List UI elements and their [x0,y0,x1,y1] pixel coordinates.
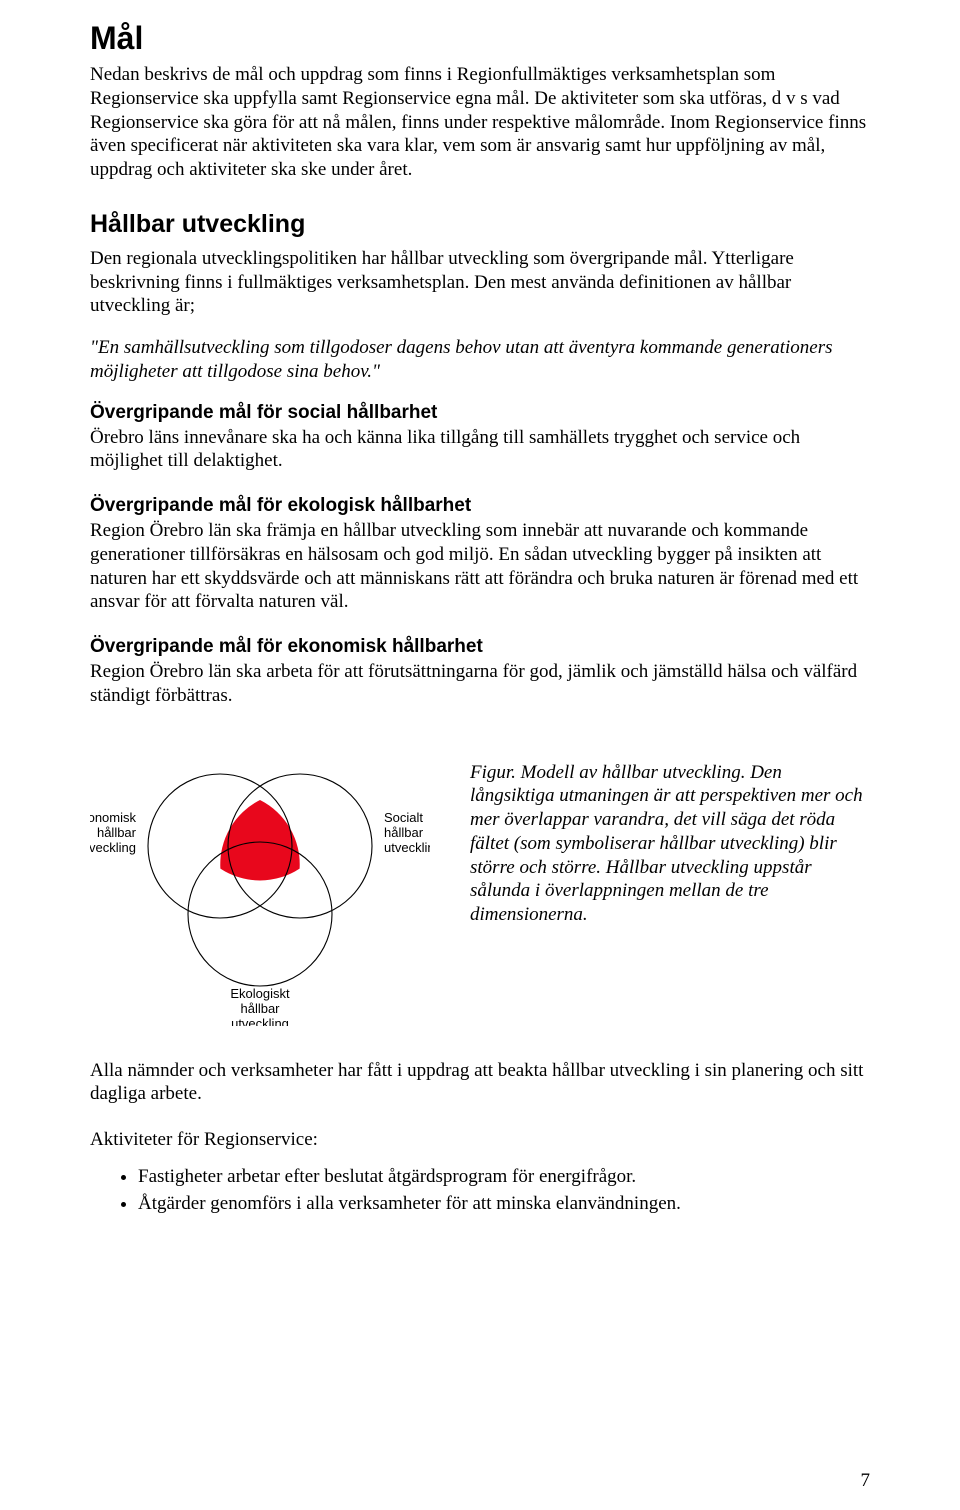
venn-label-bottom-2: hållbar [240,1001,280,1016]
list-item: Fastigheter arbetar efter beslutat åtgär… [138,1164,870,1190]
intro-paragraph: Nedan beskrivs de mål och uppdrag som fi… [90,63,870,182]
ekologisk-body: Region Örebro län ska främja en hållbar … [90,519,870,614]
venn-center-region [220,800,299,880]
venn-label-right-1: Socialt [384,810,423,825]
venn-label-left-2: hållbar [97,825,137,840]
figure-caption: Figur. Modell av hållbar utveckling. Den… [470,736,870,927]
social-body: Örebro läns innevånare ska ha och känna … [90,426,870,474]
venn-label-right-2: hållbar [384,825,424,840]
page-number: 7 [861,1470,871,1492]
subheading-social: Övergripande mål för social hållbarhet [90,402,870,424]
venn-label-left-3: utveckling [90,840,136,855]
aktiviteter-label: Aktiviteter för Regionservice: [90,1128,870,1152]
venn-label-right-3: utveckling [384,840,430,855]
after-figure-paragraph: Alla nämnder och verksamheter har fått i… [90,1059,870,1107]
subheading-ekologisk: Övergripande mål för ekologisk hållbarhe… [90,495,870,517]
venn-diagram: Ekonomisk hållbar utveckling Socialt hål… [90,736,430,1031]
figure-row: Ekonomisk hållbar utveckling Socialt hål… [90,736,870,1031]
section-heading-hallbar: Hållbar utveckling [90,210,870,239]
venn-label-left-1: Ekonomisk [90,810,137,825]
ekonomisk-body: Region Örebro län ska arbeta för att för… [90,660,870,708]
list-item: Åtgärder genomförs i alla verksamheter f… [138,1191,870,1217]
subheading-ekonomisk: Övergripande mål för ekonomisk hållbarhe… [90,636,870,658]
venn-label-bottom-1: Ekologiskt [230,986,290,1001]
definition-quote: "En samhällsutveckling som tillgodoser d… [90,336,870,384]
hallbar-intro: Den regionala utvecklingspolitiken har h… [90,247,870,318]
page-title: Mål [90,20,870,57]
bullet-list: Fastigheter arbetar efter beslutat åtgär… [90,1164,870,1217]
venn-label-bottom-3: utveckling [231,1016,289,1026]
